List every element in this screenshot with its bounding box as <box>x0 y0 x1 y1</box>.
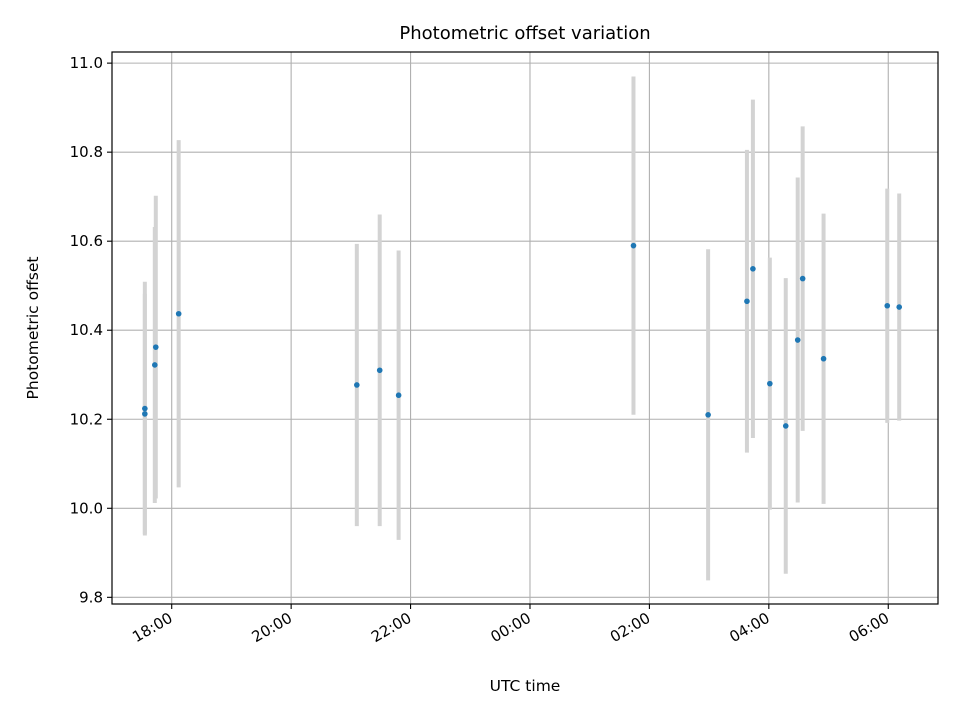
x-axis-label: UTC time <box>490 677 561 695</box>
y-tick-label: 10.6 <box>70 232 103 250</box>
y-tick-label: 9.8 <box>79 588 103 606</box>
plot-frame <box>111 51 939 605</box>
data-point <box>175 310 182 317</box>
y-tick-label: 11.0 <box>70 54 103 72</box>
data-point <box>354 382 360 388</box>
y-tick-label: 10.2 <box>70 410 103 428</box>
data-point <box>705 412 711 418</box>
chart-title: Photometric offset variation <box>399 23 650 44</box>
data-point <box>151 362 158 368</box>
y-axis-label: Photometric offset <box>24 257 42 400</box>
data-point <box>767 380 773 387</box>
grid <box>112 52 938 604</box>
data-point <box>152 344 159 350</box>
data-point <box>896 304 903 310</box>
data-point <box>782 423 789 429</box>
data-points <box>142 242 903 429</box>
data-point <box>799 275 806 282</box>
data-point <box>750 265 756 272</box>
data-point <box>142 405 148 412</box>
data-point <box>395 392 402 399</box>
y-axis: 9.8 10.0 10.2 10.4 10.6 10.8 11.0 <box>70 54 112 606</box>
y-tick-label: 10.4 <box>70 321 103 339</box>
y-tick-label: 10.8 <box>70 143 103 161</box>
data-point <box>820 355 827 362</box>
y-tick-label: 10.0 <box>70 499 103 517</box>
data-point <box>142 411 148 417</box>
data-point <box>794 337 801 343</box>
data-point <box>744 298 750 305</box>
data-point <box>630 242 637 249</box>
data-point <box>376 367 383 374</box>
data-point <box>884 302 891 309</box>
